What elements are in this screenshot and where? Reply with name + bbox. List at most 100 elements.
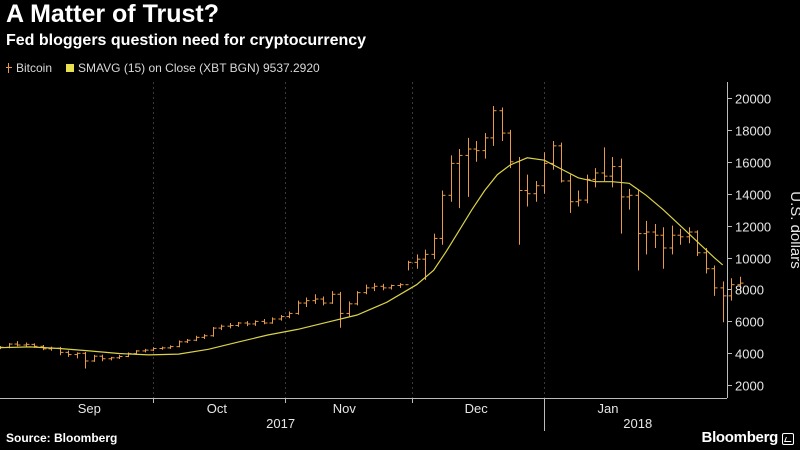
ohlc-bar [439, 190, 446, 245]
ohlc-bar [431, 233, 438, 260]
ohlc-bar [363, 284, 370, 295]
ohlc-bar [694, 230, 701, 256]
ohlc-bar [227, 322, 234, 329]
y-tick-label: 18000 [735, 124, 771, 139]
ohlc-bar [82, 352, 89, 369]
y-tick-label: 14000 [735, 188, 771, 203]
ohlc-bar [65, 350, 72, 357]
ohlc-bar [142, 348, 149, 353]
ohlc-bar [99, 354, 106, 362]
ohlc-bar [312, 294, 319, 304]
ohlc-bar [303, 297, 310, 308]
legend-item-smavg: SMAVG (15) on Close (XBT BGN) 9537.2920 [66, 61, 320, 75]
ohlc-bar [703, 247, 710, 274]
x-tick-label: Oct [207, 401, 228, 416]
ohlc-bar [91, 354, 98, 362]
ohlc-bar [465, 137, 472, 197]
ohlc-bar [482, 133, 489, 159]
ohlc-bar [405, 260, 412, 286]
x-tick-label: Jan [597, 401, 618, 416]
ohlc-bar [422, 249, 429, 280]
ohlc-bar [150, 347, 157, 352]
x-tick-label: Nov [333, 401, 357, 416]
ohlc-bar [176, 340, 183, 348]
ohlc-bar [626, 188, 633, 210]
ohlc-bar [380, 283, 387, 291]
ohlc-bar [74, 352, 81, 359]
ohlc-bar [516, 157, 523, 245]
year-label: 2017 [266, 416, 295, 431]
y-tick-label: 10000 [735, 252, 771, 267]
ohlc-bar [541, 152, 548, 194]
ohlc-bar [499, 107, 506, 142]
y-tick-label: 12000 [735, 220, 771, 235]
x-tick-label: Sep [78, 401, 101, 416]
chart-logo-icon [782, 433, 794, 445]
bitcoin-ohlc-bars [0, 105, 744, 369]
ohlc-bar [210, 326, 217, 337]
ohlc-bar [473, 141, 480, 162]
year-label: 2018 [623, 416, 652, 431]
ohlc-bar [295, 300, 302, 315]
ohlc-bar [575, 190, 582, 207]
ohlc-bar [652, 224, 659, 248]
ohlc-bar [524, 174, 531, 207]
ohlc-bar [677, 228, 684, 245]
y-tick-label: 2000 [735, 379, 764, 394]
bloomberg-logo: Bloomberg [701, 429, 779, 446]
source-note: Source: Bloomberg [6, 431, 118, 445]
ohlc-bar [737, 276, 744, 293]
ohlc-bar [159, 346, 166, 350]
ohlc-bar [108, 356, 115, 361]
ohlc-bar [116, 354, 123, 360]
ohlc-bar [269, 317, 276, 324]
ohlc-bar [448, 155, 455, 202]
ohlc-bar [23, 342, 30, 347]
ohlc-bar [286, 311, 293, 319]
ohlc-bar [609, 157, 616, 188]
ohlc-bar [244, 321, 251, 327]
ohlc-bar [193, 335, 200, 342]
ohlc-bar [261, 319, 268, 325]
ohlc-bar [235, 322, 242, 327]
ohlc-bar [660, 227, 667, 269]
ohlc-bar [125, 352, 132, 358]
chart-subtitle: Fed bloggers question need for cryptocur… [6, 32, 367, 49]
ohlc-bar [456, 149, 463, 209]
ohlc-bar [618, 158, 625, 234]
ohlc-bar [388, 284, 395, 290]
square-swatch-icon [66, 64, 75, 72]
ohlc-bar [414, 254, 421, 269]
ohlc-bar [592, 168, 599, 188]
ohlc-bar [711, 265, 718, 296]
ohlc-bar [346, 301, 353, 317]
ohlc-bar [354, 291, 361, 306]
ohlc-bar [201, 334, 208, 339]
ohlc-bar [167, 345, 174, 349]
ohlc-bar [558, 142, 565, 183]
ohlc-bar [218, 324, 225, 331]
y-tick-label: 6000 [735, 315, 764, 330]
axes: 2000 4000 6000 8000 10000 12000 14000 16000 1800… [0, 82, 771, 431]
ohlc-bar [397, 283, 404, 288]
ohlc-bar [635, 190, 642, 271]
ohlc-bar [669, 225, 676, 255]
ohlc-bar [567, 174, 574, 213]
y-tick-label: 4000 [735, 347, 764, 362]
ohlc-bar [278, 315, 285, 321]
chart-title: A Matter of Trust? [6, 0, 219, 28]
y-tick-label: 16000 [735, 156, 771, 171]
ohlc-bar [252, 320, 259, 326]
grid-lines [153, 82, 545, 398]
chart-legend: Bitcoin SMAVG (15) on Close (XBT BGN) 95… [6, 60, 334, 76]
ohlc-bar [643, 220, 650, 255]
ohlc-bar [720, 281, 727, 323]
y-tick-label: 20000 [735, 92, 771, 107]
smavg-line [0, 157, 724, 356]
ohlc-bar [371, 283, 378, 292]
ohlc-bar [490, 105, 497, 146]
legend-label-smavg: SMAVG (15) on Close (XBT BGN) 9537.2920 [78, 61, 320, 75]
y-axis-label: U.S. dollars [787, 191, 800, 269]
ohlc-bar [14, 341, 21, 347]
